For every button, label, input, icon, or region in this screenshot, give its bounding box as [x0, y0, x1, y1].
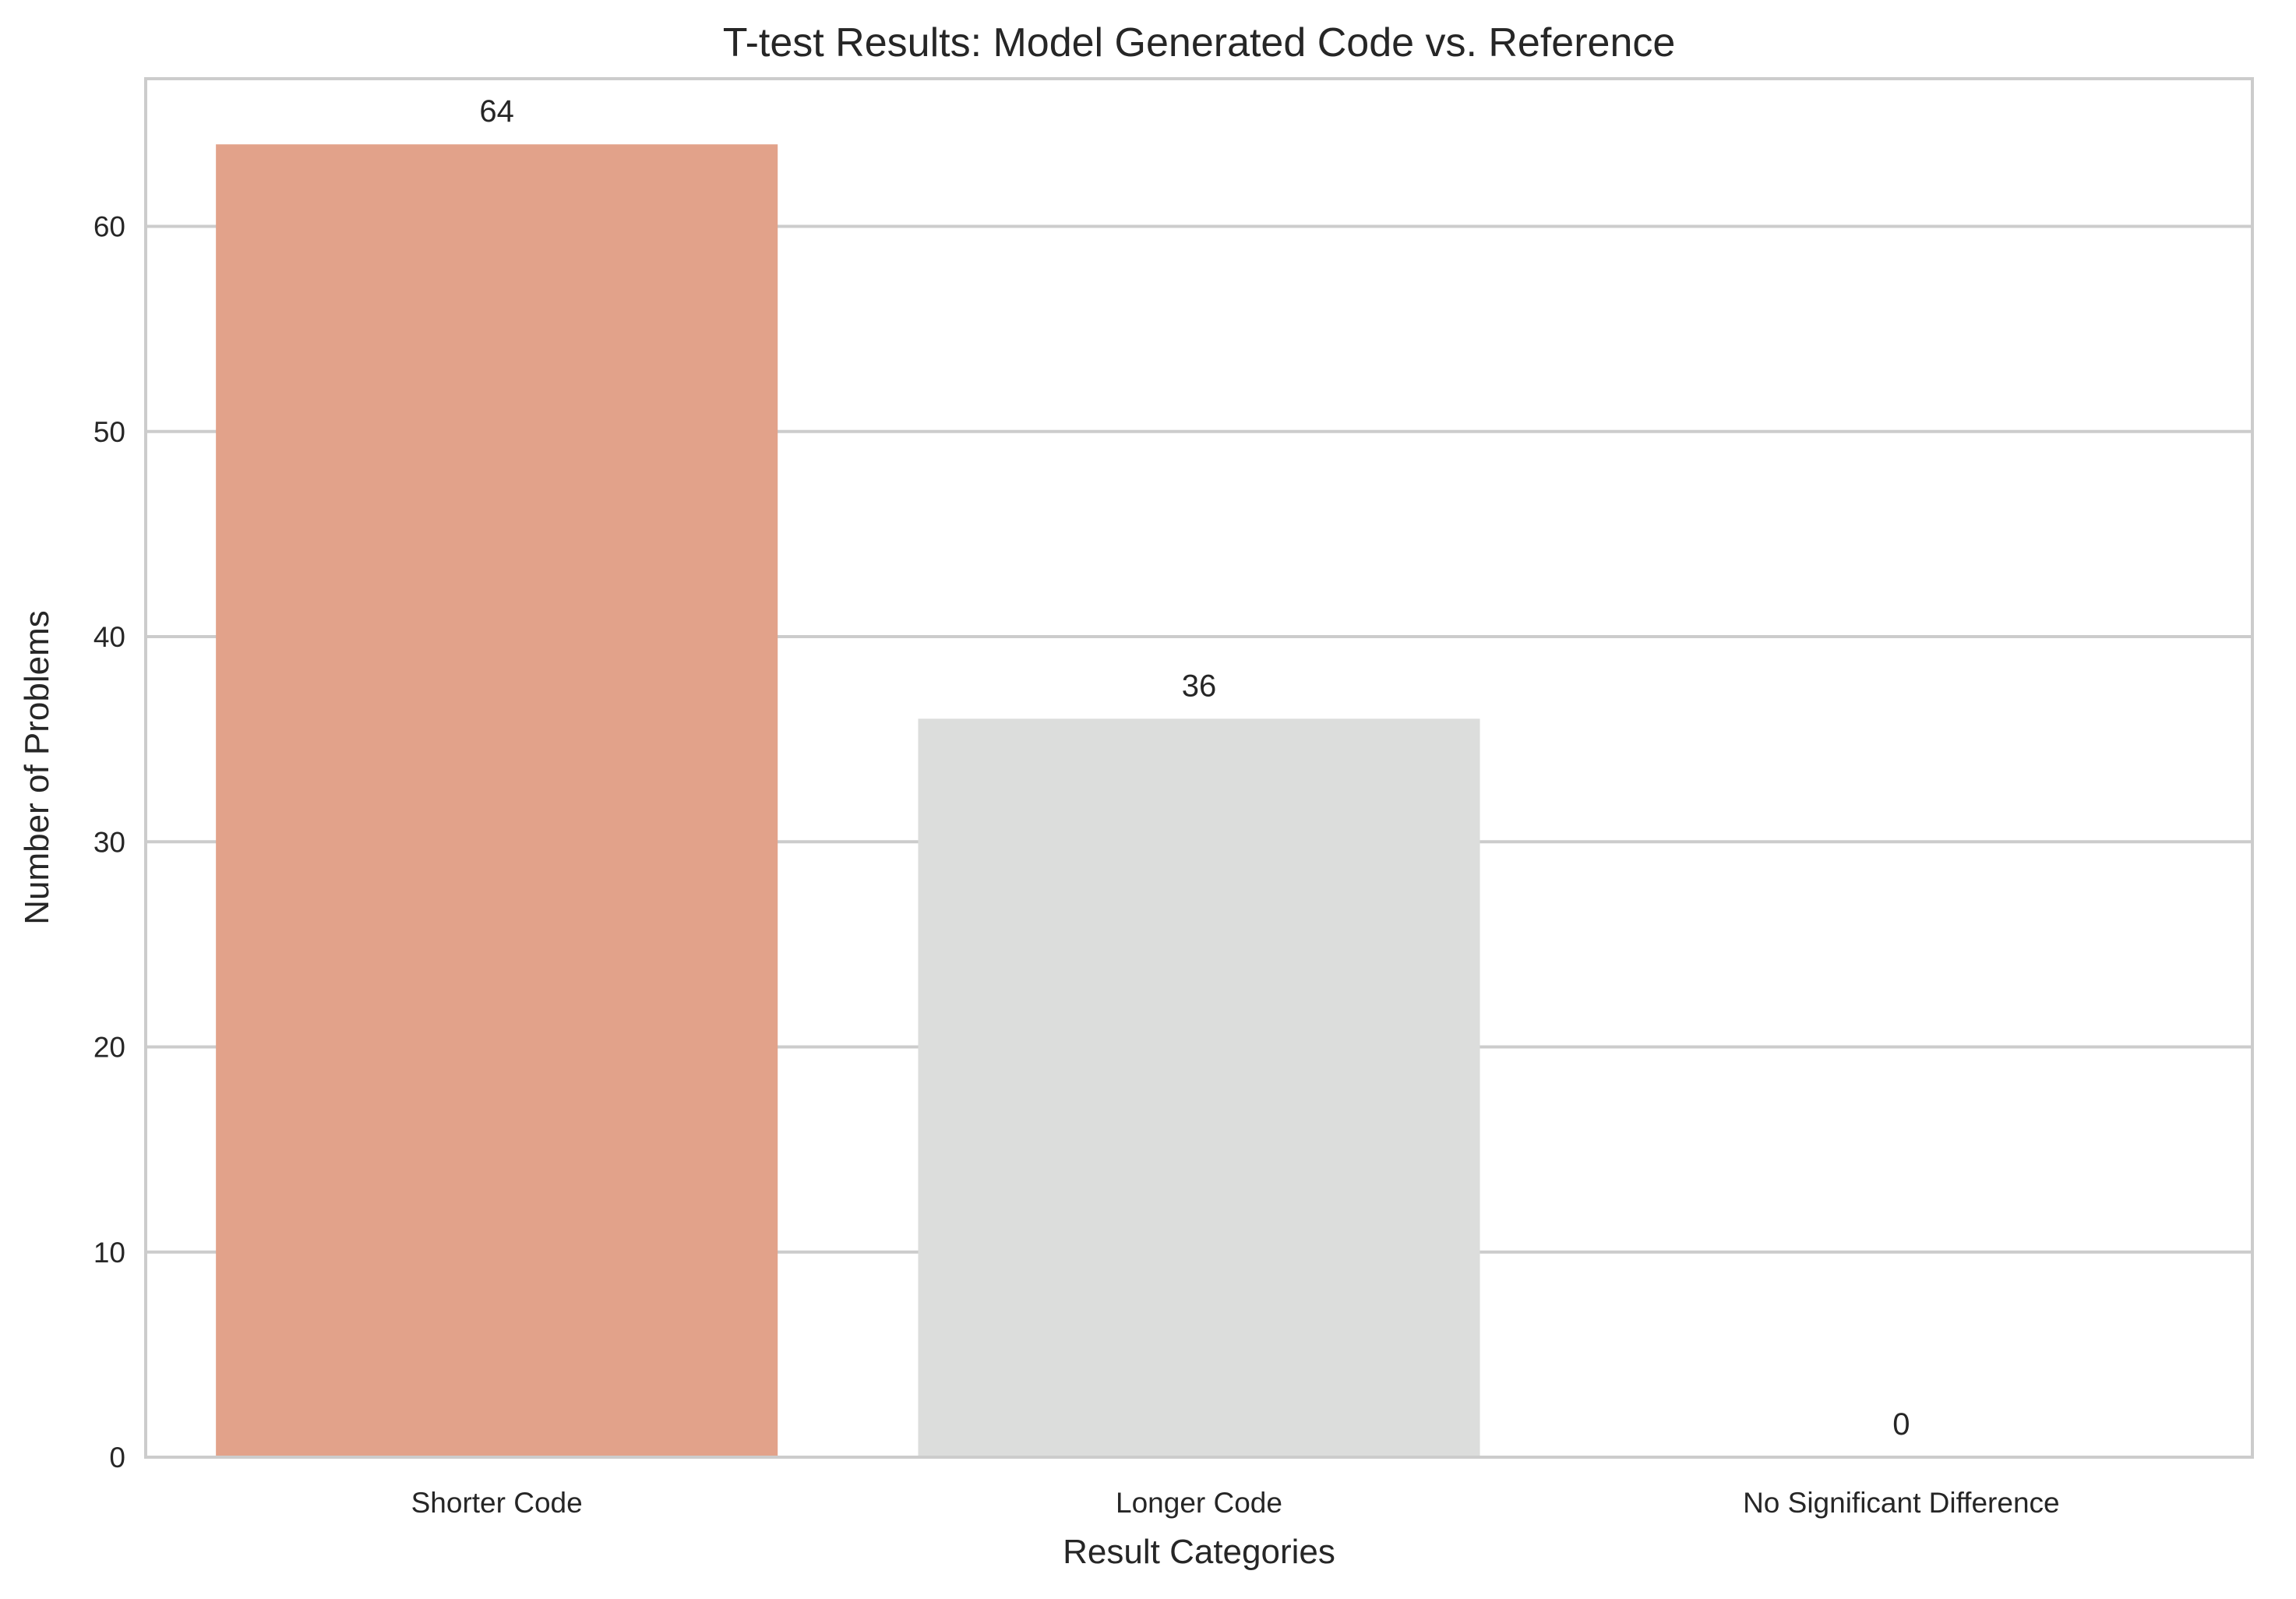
plot-spines	[144, 77, 2254, 1459]
bar	[216, 144, 778, 1458]
y-axis-ticks: 0 10 20 30 40 50 60	[93, 211, 125, 1474]
y-tick-label: 20	[93, 1032, 125, 1064]
y-tick-label: 50	[93, 416, 125, 448]
x-tick-label: Shorter Code	[411, 1487, 583, 1519]
y-tick-label: 30	[93, 826, 125, 858]
bar-value-label: 64	[479, 94, 514, 129]
bar-value-label: 0	[1892, 1407, 1910, 1442]
x-axis-ticks: Shorter Code Longer Code No Significant Di…	[411, 1487, 2060, 1519]
plot-frame	[144, 77, 2254, 1459]
y-tick-label: 10	[93, 1237, 125, 1269]
data-labels: 64 36 0	[479, 94, 1910, 1442]
x-tick-label: No Significant Difference	[1743, 1487, 2060, 1519]
bar-value-label: 36	[1182, 669, 1217, 703]
y-tick-label: 40	[93, 621, 125, 653]
bars	[216, 144, 1480, 1458]
bar	[918, 718, 1480, 1457]
y-tick-label: 60	[93, 211, 125, 243]
y-tick-label: 0	[109, 1442, 125, 1474]
x-axis-label: Result Categories	[1063, 1533, 1335, 1571]
x-tick-label: Longer Code	[1116, 1487, 1282, 1519]
y-axis-label: Number of Problems	[18, 610, 56, 924]
chart-title: T-test Results: Model Generated Code vs.…	[723, 20, 1676, 65]
